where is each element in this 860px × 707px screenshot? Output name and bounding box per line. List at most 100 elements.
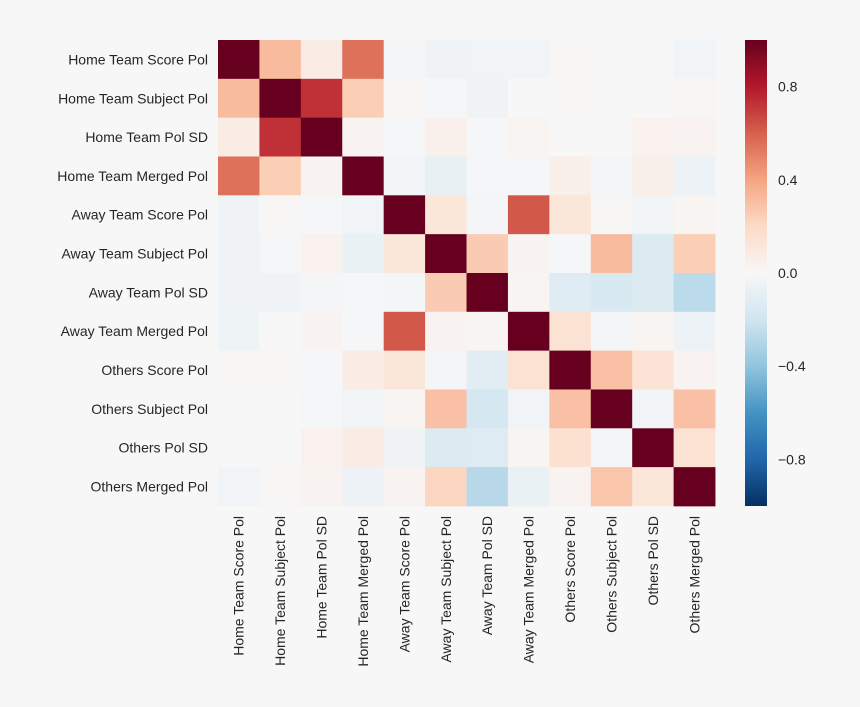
heatmap-cell <box>218 195 260 235</box>
heatmap-cell <box>300 117 343 157</box>
heatmap-cell <box>507 272 550 313</box>
heatmap-cell <box>673 78 716 119</box>
heatmap-cell <box>425 467 467 507</box>
heatmap-cell <box>673 272 716 313</box>
heatmap-cell <box>673 389 716 429</box>
heatmap-cell <box>632 311 675 352</box>
heatmap-cells <box>218 40 716 507</box>
heatmap-cell <box>425 350 467 390</box>
heatmap-cell <box>632 428 675 468</box>
colorbar-tick-label: −0.8 <box>778 451 806 467</box>
heatmap-cell <box>549 350 592 390</box>
heatmap-cell <box>632 350 675 390</box>
heatmap-cell <box>507 195 550 235</box>
heatmap-cell <box>259 234 302 274</box>
heatmap-cell <box>466 234 509 274</box>
heatmap-cell <box>300 40 343 80</box>
heatmap-cell <box>466 156 509 196</box>
row-label: Home Team Merged Pol <box>57 168 208 184</box>
heatmap-cell <box>590 195 633 235</box>
heatmap-cell <box>632 156 675 196</box>
heatmap-cell <box>507 78 550 119</box>
heatmap-cell <box>342 195 385 235</box>
heatmap-cell <box>300 311 343 352</box>
column-label: Away Team Subject Pol <box>438 516 454 663</box>
heatmap-cell <box>300 467 343 507</box>
heatmap-cell <box>632 389 675 429</box>
column-label: Home Team Subject Pol <box>272 516 288 666</box>
row-label: Others Score Pol <box>101 362 208 378</box>
heatmap-cell <box>590 272 633 313</box>
heatmap-cell <box>549 195 592 235</box>
heatmap-cell <box>218 389 260 429</box>
heatmap-cell <box>549 78 592 119</box>
heatmap-cell <box>259 40 302 80</box>
heatmap-cell <box>383 428 426 468</box>
heatmap-cell <box>590 40 633 80</box>
heatmap-cell <box>383 272 426 313</box>
heatmap-cell <box>549 272 592 313</box>
column-label: Home Team Pol SD <box>314 516 330 639</box>
colorbar-ticks: 0.8 0.4 0.0 −0.4 −0.8 <box>778 79 806 468</box>
heatmap-cell <box>342 272 385 313</box>
colorbar <box>745 40 767 506</box>
heatmap-cell <box>590 467 633 507</box>
heatmap-cell <box>466 40 509 80</box>
heatmap-cell <box>549 234 592 274</box>
heatmap-cell <box>259 272 302 313</box>
heatmap-cell <box>218 311 260 352</box>
colorbar-tick-label: 0.4 <box>778 172 798 188</box>
heatmap-cell <box>383 389 426 429</box>
heatmap-cell <box>590 350 633 390</box>
heatmap-cell <box>383 350 426 390</box>
heatmap-cell <box>673 350 716 390</box>
heatmap-cell <box>383 40 426 80</box>
heatmap-cell <box>673 195 716 235</box>
heatmap-cell <box>632 467 675 507</box>
heatmap-cell <box>218 467 260 507</box>
column-label: Away Team Score Pol <box>396 516 412 652</box>
heatmap-cell <box>507 428 550 468</box>
heatmap-cell <box>549 428 592 468</box>
heatmap-cell <box>300 272 343 313</box>
heatmap-cell <box>590 389 633 429</box>
heatmap-cell <box>383 234 426 274</box>
heatmap-cell <box>300 350 343 390</box>
heatmap-cell <box>590 156 633 196</box>
heatmap-cell <box>300 78 343 119</box>
heatmap-cell <box>632 117 675 157</box>
heatmap-cell <box>342 428 385 468</box>
row-label: Away Team Subject Pol <box>61 246 208 262</box>
heatmap-cell <box>632 78 675 119</box>
row-labels: Home Team Score Pol Home Team Subject Pol… <box>57 51 208 494</box>
heatmap-cell <box>632 234 675 274</box>
heatmap-cell <box>259 311 302 352</box>
heatmap-cell <box>466 78 509 119</box>
heatmap-cell <box>466 350 509 390</box>
heatmap-cell <box>466 117 509 157</box>
heatmap-cell <box>342 234 385 274</box>
heatmap-cell <box>549 117 592 157</box>
heatmap-cell <box>673 428 716 468</box>
heatmap-cell <box>218 40 260 80</box>
heatmap-cell <box>507 389 550 429</box>
row-label: Home Team Pol SD <box>85 129 208 145</box>
heatmap-cell <box>259 78 302 119</box>
heatmap-cell <box>218 78 260 119</box>
row-label: Away Team Pol SD <box>89 284 208 300</box>
heatmap-cell <box>218 156 260 196</box>
heatmap-cell <box>218 272 260 313</box>
heatmap-cell <box>632 272 675 313</box>
heatmap-cell <box>507 234 550 274</box>
heatmap-cell <box>425 195 467 235</box>
heatmap-cell <box>632 195 675 235</box>
heatmap-cell <box>425 311 467 352</box>
row-label: Home Team Score Pol <box>68 51 208 67</box>
heatmap-cell <box>549 467 592 507</box>
heatmap-cell <box>300 156 343 196</box>
heatmap-cell <box>507 467 550 507</box>
heatmap-cell <box>300 428 343 468</box>
heatmap-cell <box>383 311 426 352</box>
heatmap-cell <box>425 156 467 196</box>
